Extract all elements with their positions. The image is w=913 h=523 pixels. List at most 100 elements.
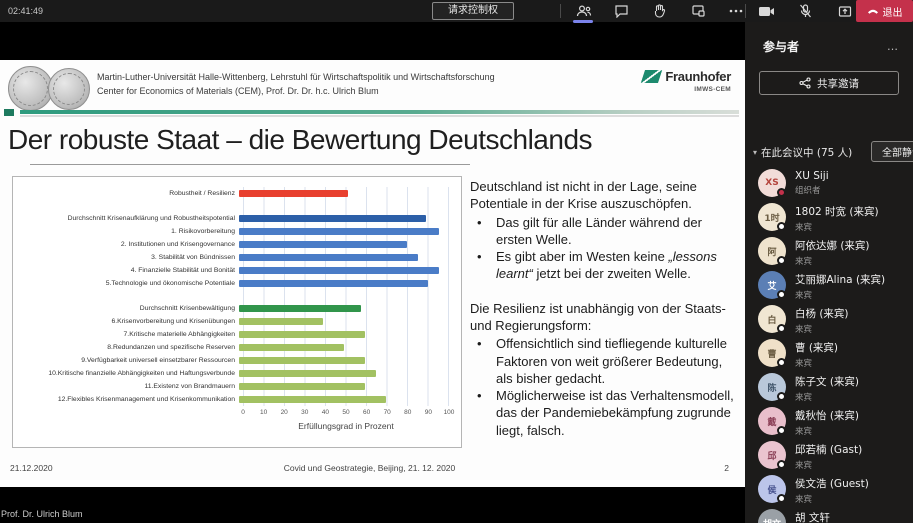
share-screen-icon[interactable] [836, 3, 853, 20]
axis-tick-label: 10 [259, 409, 268, 416]
breakout-rooms-icon[interactable] [689, 3, 706, 20]
chart-row: 8.Redundanzen und spezifische Reserven [17, 341, 449, 354]
request-control-button[interactable]: 请求控制权 [432, 2, 514, 20]
axis-tick-label: 30 [301, 409, 309, 416]
chart-bar-track [239, 277, 449, 290]
leave-label: 退出 [882, 7, 903, 19]
participant-role: 来宾 [795, 495, 813, 505]
chart-bar [239, 241, 407, 248]
participants-panel-title: 参与者 [763, 40, 800, 54]
mic-muted-icon[interactable] [797, 3, 814, 20]
in-meeting-count-label: 在此会议中 (75 人) [761, 146, 853, 159]
chart-category-label: Durchschnitt Krisenaufklärung und Robust… [67, 215, 235, 222]
chart-bar [239, 280, 428, 287]
footer-page-number: 2 [724, 463, 729, 473]
more-options-icon[interactable] [727, 3, 744, 20]
chart-bar [239, 215, 426, 222]
shared-screen-stage: Martin-Luther-Universität Halle-Wittenbe… [0, 22, 745, 523]
fraunhofer-wordmark: Fraunhofer [665, 69, 731, 84]
chart-category-label: 12.Flexibles Krisenmanagement und Krisen… [57, 396, 235, 403]
presence-status-dot [777, 460, 786, 469]
chart-category-label: 5.Technologie und ökonomische Potentiale [105, 280, 235, 287]
chart-bar-track [239, 354, 449, 367]
participant-name: 1802 时宽 (来宾) [795, 206, 879, 218]
presence-status-dot [777, 392, 786, 401]
fraunhofer-sub-label: IMWS-CEM [694, 86, 731, 93]
chart-bar [239, 357, 365, 364]
participant-name: 曹 (来宾) [795, 342, 839, 354]
chart-bar [239, 383, 365, 390]
leave-meeting-button[interactable]: 退出 [856, 0, 913, 22]
participant-row[interactable]: 戴戴秋怡 (来宾) 来宾 [745, 405, 913, 439]
participant-row[interactable]: 陈陈子文 (来宾) 来宾 [745, 371, 913, 405]
participant-row[interactable]: XS XU Siji 组织者 [745, 167, 913, 201]
bullet-item: Es gibt aber im Westen keine „lessons le… [470, 248, 738, 283]
panel-more-icon[interactable]: … [887, 40, 899, 53]
chart-row: 7.Kritische materielle Abhängigkeiten [17, 328, 449, 341]
participants-icon[interactable] [573, 3, 593, 23]
chart-row: 5.Technologie und ökonomische Potentiale [17, 277, 449, 290]
chart-bar [239, 228, 439, 235]
chart-category-label: 3. Stabilität von Bündnissen [151, 254, 235, 261]
participant-row[interactable]: 1时 1802 时宽 (来宾) 来宾 [745, 201, 913, 235]
presence-status-dot [777, 188, 786, 197]
chart-bar-track [239, 315, 449, 328]
chart-category-label: 11.Existenz von Brandmauern [144, 383, 235, 390]
axis-tick-label: 70 [383, 409, 391, 416]
chart-bar [239, 267, 439, 274]
topbar-divider-2 [745, 4, 746, 18]
bar-chart: Robustheit / Resilienz Durchschnitt Krise… [12, 176, 462, 448]
topbar-device-group [748, 0, 853, 22]
presence-status-dot [777, 494, 786, 503]
chart-category-label: 6.Krisenvorbereitung und Krisenübungen [111, 318, 235, 325]
raise-hand-icon[interactable] [651, 3, 668, 20]
participant-role: 来宾 [795, 427, 813, 437]
share-invite-button[interactable]: 共享邀请 [759, 71, 899, 95]
chart-rows: Robustheit / Resilienz Durchschnitt Krise… [17, 187, 449, 406]
chart-bar [239, 370, 376, 377]
chart-gridlines [243, 187, 449, 406]
chart-category-label: 1. Risikovorbereitung [171, 228, 235, 235]
participant-row[interactable]: 胡文胡 文轩来宾 [745, 507, 913, 523]
axis-tick-label: 20 [280, 409, 288, 416]
body-paragraph-1: Deutschland ist nicht in der Lage, seine… [470, 179, 697, 212]
participant-row[interactable]: 白白杨 (来宾) 来宾 [745, 303, 913, 337]
header-accent-bar-light [20, 115, 739, 117]
presence-status-dot [777, 222, 786, 231]
axis-tick-label: 40 [321, 409, 330, 416]
camera-icon[interactable] [758, 3, 775, 20]
chart-bar-track [239, 212, 449, 225]
participant-row[interactable]: 邱邱若楠 (Gast) 来宾 [745, 439, 913, 473]
in-meeting-section-header[interactable]: ▾ 在此会议中 (75 人) 全部静音 [745, 141, 913, 163]
chart-category-label: Robustheit / Resilienz [169, 190, 235, 197]
participant-row[interactable]: 曹曹 (来宾) 来宾 [745, 337, 913, 371]
participant-role: 来宾 [795, 393, 813, 403]
participant-role: 来宾 [795, 291, 813, 301]
participant-name: 艾丽娜Alina (来宾) [795, 274, 886, 286]
chat-icon[interactable] [613, 3, 630, 20]
title-underline [30, 164, 470, 165]
presence-status-dot [777, 426, 786, 435]
chart-row: 11.Existenz von Brandmauern [17, 380, 449, 393]
participant-row[interactable]: 阿阿依达娜 (来宾) 来宾 [745, 235, 913, 269]
participant-row[interactable]: 艾艾丽娜Alina (来宾) 来宾 [745, 269, 913, 303]
seal-icon [48, 68, 90, 110]
footer-date: 21.12.2020 [10, 463, 53, 473]
chart-bar-track [239, 367, 449, 380]
axis-tick-label: 0 [241, 409, 245, 416]
bullet-italic-text: „lessons learnt“ [496, 249, 717, 282]
presentation-slide: Martin-Luther-Universität Halle-Wittenbe… [0, 60, 745, 487]
participant-name: XU Siji [795, 170, 829, 182]
participant-role: 来宾 [795, 461, 813, 471]
header-accent-bar [20, 110, 739, 114]
presence-status-dot [777, 358, 786, 367]
chart-row: 3. Stabilität von Bündnissen [17, 251, 449, 264]
participant-row[interactable]: 侯侯文浩 (Guest) 来宾 [745, 473, 913, 507]
chart-bar [239, 344, 344, 351]
participant-role: 来宾 [795, 257, 813, 267]
mute-all-button[interactable]: 全部静音 [871, 141, 913, 162]
chart-row: 9.Verfügbarkeit universell einsetzbarer … [17, 354, 449, 367]
chart-row: 6.Krisenvorbereitung und Krisenübungen [17, 315, 449, 328]
meeting-timer: 02:41:49 [8, 6, 44, 16]
chart-category-label: 8.Redundanzen und spezifische Reserven [107, 344, 235, 351]
